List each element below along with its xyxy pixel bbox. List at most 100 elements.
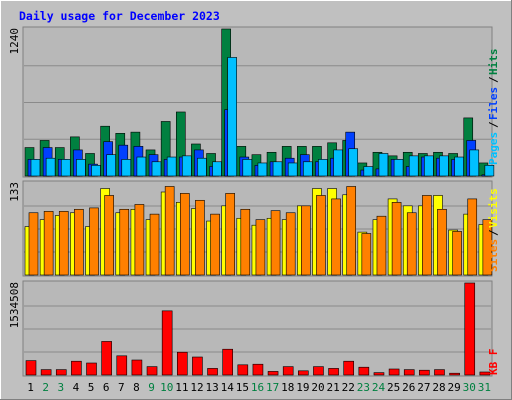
bar-pages-day-29 — [454, 156, 464, 177]
xtick-label: 14 — [221, 381, 235, 394]
bar-sites-day-31 — [482, 219, 493, 276]
xtick-label: 6 — [103, 381, 110, 394]
bar-kb-f-day-31 — [479, 371, 491, 376]
bar-pages-day-12 — [197, 157, 207, 177]
bar-pages-day-18 — [287, 162, 298, 177]
xtick-label: 12 — [190, 381, 203, 394]
bar-pages-day-1 — [30, 159, 41, 177]
bar-kb-f-day-26 — [403, 369, 415, 376]
bar-sites-day-16 — [255, 219, 266, 276]
legend-files: Files — [487, 87, 500, 120]
bar-pages-day-7 — [121, 159, 132, 177]
bar-kb-f-day-25 — [388, 368, 400, 376]
legend-kbytes: KB F — [487, 349, 500, 376]
bar-pages-day-6 — [106, 154, 116, 177]
bar-kb-f-day-23 — [358, 366, 370, 376]
bar-kb-f-day-6 — [101, 341, 112, 376]
bar-kb-f-day-13 — [207, 368, 218, 376]
xtick-label: 5 — [88, 381, 95, 394]
bar-kb-f-day-14 — [222, 348, 233, 376]
bar-sites-day-6 — [104, 195, 114, 276]
bar-pages-day-8 — [136, 156, 147, 177]
bar-pages-day-16 — [257, 162, 268, 177]
bar-kb-f-day-1 — [25, 360, 37, 376]
bar-sites-day-1 — [28, 212, 39, 276]
bar-pages-day-4 — [76, 159, 86, 177]
bar-kb-f-day-29 — [449, 372, 460, 376]
bar-kb-f-day-21 — [328, 368, 339, 376]
bar-kb-f-day-3 — [55, 369, 67, 376]
bar-sites-day-22 — [346, 186, 357, 276]
bar-pages-day-26 — [408, 155, 419, 177]
bar-sites-day-5 — [89, 207, 99, 276]
bar-sites-day-18 — [285, 212, 296, 276]
bar-pages-day-21 — [333, 149, 343, 177]
xtick-label: 28 — [432, 381, 445, 394]
bar-sites-day-4 — [74, 208, 84, 276]
bar-sites-day-27 — [422, 195, 432, 276]
xtick-label: 26 — [402, 381, 415, 394]
bar-kb-f-day-4 — [71, 360, 82, 376]
bar-kb-f-day-9 — [146, 366, 158, 376]
legend-pages: Pages — [487, 132, 500, 165]
bar-sites-day-23 — [361, 233, 372, 276]
bar-kb-f-day-22 — [343, 360, 355, 376]
bar-kb-f-day-2 — [40, 369, 52, 376]
bar-sites-day-20 — [316, 195, 326, 276]
xtick-label: 16 — [251, 381, 264, 394]
legend-visits: Visits — [487, 188, 500, 228]
xtick-label: 22 — [342, 381, 355, 394]
legend-sep-3: / — [487, 229, 500, 236]
bar-sites-day-9 — [149, 213, 160, 276]
bar-pages-day-25 — [393, 159, 404, 177]
bar-kb-f-day-10 — [161, 310, 173, 376]
ylabel-hits-max: 1240 — [8, 28, 21, 55]
bar-kb-f-day-7 — [116, 355, 128, 376]
xtick-label: 4 — [73, 381, 80, 394]
bar-sites-day-29 — [452, 231, 462, 276]
bar-sites-day-19 — [301, 205, 311, 276]
xtick-label: 19 — [296, 381, 309, 394]
ylabel-kbytes-max: 1534508 — [8, 282, 21, 328]
xtick-label: 8 — [133, 381, 140, 394]
xtick-label: 20 — [311, 381, 324, 394]
xtick-label: 13 — [205, 381, 218, 394]
bar-pages-day-13 — [212, 161, 222, 177]
bar-pages-day-28 — [439, 155, 449, 177]
bar-pages-day-23 — [363, 166, 374, 177]
bar-pages-day-31 — [484, 165, 495, 177]
xtick-label: 18 — [281, 381, 294, 394]
bar-kb-f-day-18 — [282, 366, 294, 376]
bar-kb-f-day-16 — [252, 363, 264, 376]
bar-kb-f-day-24 — [373, 372, 385, 376]
xtick-label: 29 — [448, 381, 461, 394]
bar-sites-day-25 — [391, 202, 402, 276]
xtick-label: 10 — [160, 381, 173, 394]
bar-sites-day-12 — [195, 199, 205, 276]
bar-pages-day-10 — [166, 156, 177, 177]
bar-pages-day-9 — [151, 161, 162, 177]
bar-kb-f-day-11 — [176, 351, 188, 376]
xtick-label: 2 — [42, 381, 49, 394]
xtick-label: 25 — [387, 381, 400, 394]
bar-pages-day-3 — [60, 159, 71, 177]
bar-sites-day-26 — [406, 212, 417, 276]
xtick-label: 31 — [478, 381, 491, 394]
chart-title: Daily usage for December 2023 — [19, 9, 220, 23]
bar-pages-day-19 — [303, 161, 313, 177]
bar-pages-day-20 — [318, 159, 328, 177]
legend-sites: Sites — [487, 239, 500, 272]
xtick-label: 1 — [27, 381, 34, 394]
xtick-label: 23 — [357, 381, 370, 394]
bar-sites-day-10 — [164, 186, 175, 276]
bar-sites-day-2 — [43, 211, 54, 276]
bar-sites-day-3 — [58, 211, 69, 276]
bar-pages-day-22 — [348, 148, 359, 177]
legend-hits: Hits — [487, 49, 500, 76]
xtick-label: 15 — [236, 381, 249, 394]
bar-sites-day-7 — [119, 208, 130, 276]
bar-kb-f-day-27 — [419, 369, 430, 376]
legend-sep-2: / — [487, 76, 500, 83]
bar-kb-f-day-20 — [313, 366, 324, 376]
xtick-label: 11 — [175, 381, 188, 394]
